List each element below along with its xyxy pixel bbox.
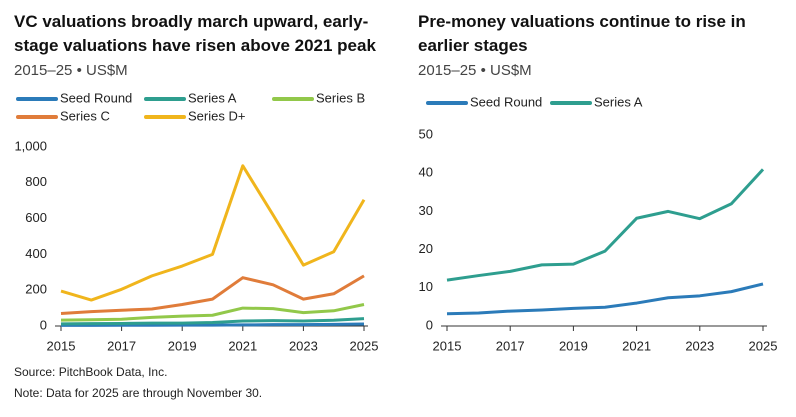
series-line — [60, 317, 365, 326]
y-tick-label: 50 — [419, 126, 433, 141]
chart-title: VC valuations broadly march upward, earl… — [14, 12, 376, 55]
y-tick-label: 600 — [25, 210, 47, 225]
series-line — [60, 322, 365, 327]
y-tick-label: 0 — [426, 317, 433, 332]
legend-label: Seed Round — [60, 90, 132, 105]
series-line — [446, 282, 764, 316]
series-line — [60, 274, 365, 315]
x-tick-label: 2021 — [228, 338, 257, 353]
legend-label: Series A — [594, 94, 643, 109]
note: Note: Data for 2025 are through November… — [14, 386, 263, 400]
y-tick-label: 10 — [419, 279, 433, 294]
legend-label: Series B — [316, 90, 365, 105]
source: Source: PitchBook Data, Inc. — [14, 365, 168, 379]
x-tick-label: 2019 — [168, 338, 197, 353]
legend-label: Seed Round — [470, 94, 542, 109]
x-tick-label: 2021 — [622, 338, 651, 353]
x-tick-label: 2017 — [496, 338, 525, 353]
x-tick-label: 2015 — [433, 338, 462, 353]
x-tick-label: 2019 — [559, 338, 588, 353]
series-line — [60, 164, 366, 302]
y-tick-label: 20 — [419, 241, 433, 256]
series-line — [60, 303, 365, 322]
legend-label: Series A — [188, 90, 237, 105]
series-line — [446, 168, 765, 282]
x-tick-label: 2023 — [289, 338, 318, 353]
x-tick-label: 2025 — [350, 338, 379, 353]
y-tick-label: 400 — [25, 246, 47, 261]
legend-label: Series D+ — [188, 108, 245, 123]
y-tick-label: 40 — [419, 165, 433, 180]
y-tick-label: 1,000 — [14, 138, 47, 153]
x-tick-label: 2015 — [47, 338, 76, 353]
legend-label: Series C — [60, 108, 110, 123]
x-tick-label: 2017 — [107, 338, 136, 353]
x-tick-label: 2025 — [749, 338, 778, 353]
y-tick-label: 0 — [40, 317, 47, 332]
chart-title: Pre-money valuations continue to rise in… — [418, 12, 746, 55]
chart-subtitle: 2015–25 • US$M — [14, 62, 128, 79]
x-tick-label: 2023 — [685, 338, 714, 353]
y-tick-label: 30 — [419, 203, 433, 218]
chart-subtitle: 2015–25 • US$M — [418, 62, 532, 79]
y-tick-label: 200 — [25, 282, 47, 297]
y-tick-label: 800 — [25, 174, 47, 189]
